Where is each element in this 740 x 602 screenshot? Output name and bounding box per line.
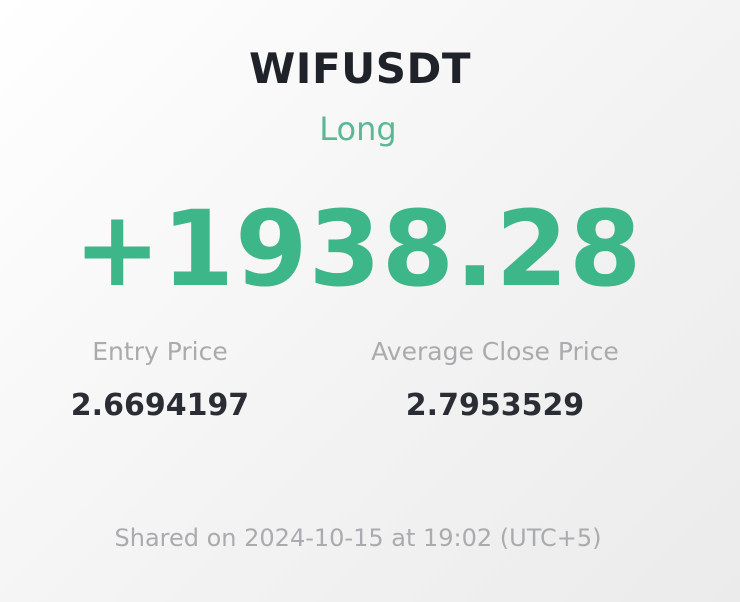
pnl-value: +1938.28 xyxy=(73,188,643,310)
entry-price-label: Entry Price xyxy=(92,337,228,366)
average-close-price-label: Average Close Price xyxy=(371,337,619,366)
entry-price-value: 2.6694197 xyxy=(70,388,250,423)
shared-timestamp: Shared on 2024-10-15 at 19:02 (UTC+5) xyxy=(114,524,602,552)
trading-pair-title: WIFUSDT xyxy=(248,44,471,93)
average-close-price-value: 2.7953529 xyxy=(405,388,585,423)
position-side-label: Long xyxy=(319,110,397,148)
